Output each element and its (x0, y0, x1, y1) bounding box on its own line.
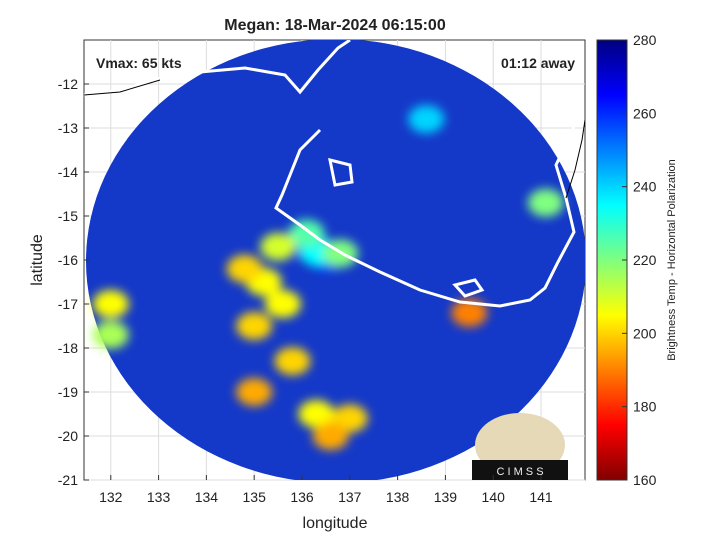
temp-cell (312, 422, 349, 450)
y-tick-label: -12 (58, 76, 78, 92)
x-tick-label: 136 (290, 489, 314, 505)
temp-cell (260, 232, 297, 261)
temp-cell (298, 400, 335, 428)
x-tick-label: 135 (243, 489, 267, 505)
y-tick-label: -21 (58, 472, 78, 488)
x-tick-label: 139 (434, 489, 458, 505)
temp-cell (226, 254, 263, 283)
y-tick-label: -20 (58, 428, 78, 444)
x-tick-label: 137 (338, 489, 362, 505)
temp-cell (451, 298, 488, 327)
x-tick-label: 140 (482, 489, 506, 505)
logo-text: C I M S S (496, 466, 543, 478)
y-tick-label: -16 (58, 252, 78, 268)
colorbar-tick-label: 160 (633, 472, 657, 488)
y-tick-label: -14 (58, 164, 78, 180)
y-tick-label: -17 (58, 296, 78, 312)
annotation: 01:12 away (501, 55, 575, 71)
x-tick-label: 133 (147, 489, 171, 505)
coastline (84, 40, 584, 308)
temp-cell (92, 320, 129, 349)
x-tick-label: 132 (99, 489, 123, 505)
temp-cell (92, 290, 129, 318)
y-tick-label: -15 (58, 208, 78, 224)
colorbar-tick-label: 220 (633, 252, 657, 268)
temp-cell (236, 378, 273, 406)
y-axis-label: latitude (29, 234, 46, 286)
colorbar-tick-label: 260 (633, 105, 657, 121)
x-tick-label: 141 (529, 489, 553, 505)
chart-title: Megan: 18-Mar-2024 06:15:00 (224, 17, 446, 34)
x-tick-label: 138 (386, 489, 410, 505)
temp-cell (264, 290, 301, 318)
coastline-dark (84, 79, 585, 199)
annotation: Vmax: 65 kts (96, 55, 182, 71)
temp-cell (408, 105, 445, 134)
colorbar-tick-label: 280 (633, 32, 657, 48)
logo: C I M S S (472, 413, 568, 480)
colorbar-tick-label: 240 (633, 179, 657, 195)
y-tick-label: -13 (58, 120, 78, 136)
colorbar-tick-label: 200 (633, 325, 657, 341)
y-tick-label: -19 (58, 384, 78, 400)
temp-cell (274, 347, 311, 376)
x-axis-label: longitude (303, 515, 368, 532)
temp-cell (288, 219, 325, 248)
y-tick-label: -18 (58, 340, 78, 356)
colorbar-tick-label: 180 (633, 399, 657, 415)
temp-cell (527, 188, 564, 217)
temp-cell (236, 312, 273, 340)
x-tick-label: 134 (195, 489, 219, 505)
colorbar-label: Brightness Temp - Horizontal Polarizatio… (666, 159, 678, 361)
